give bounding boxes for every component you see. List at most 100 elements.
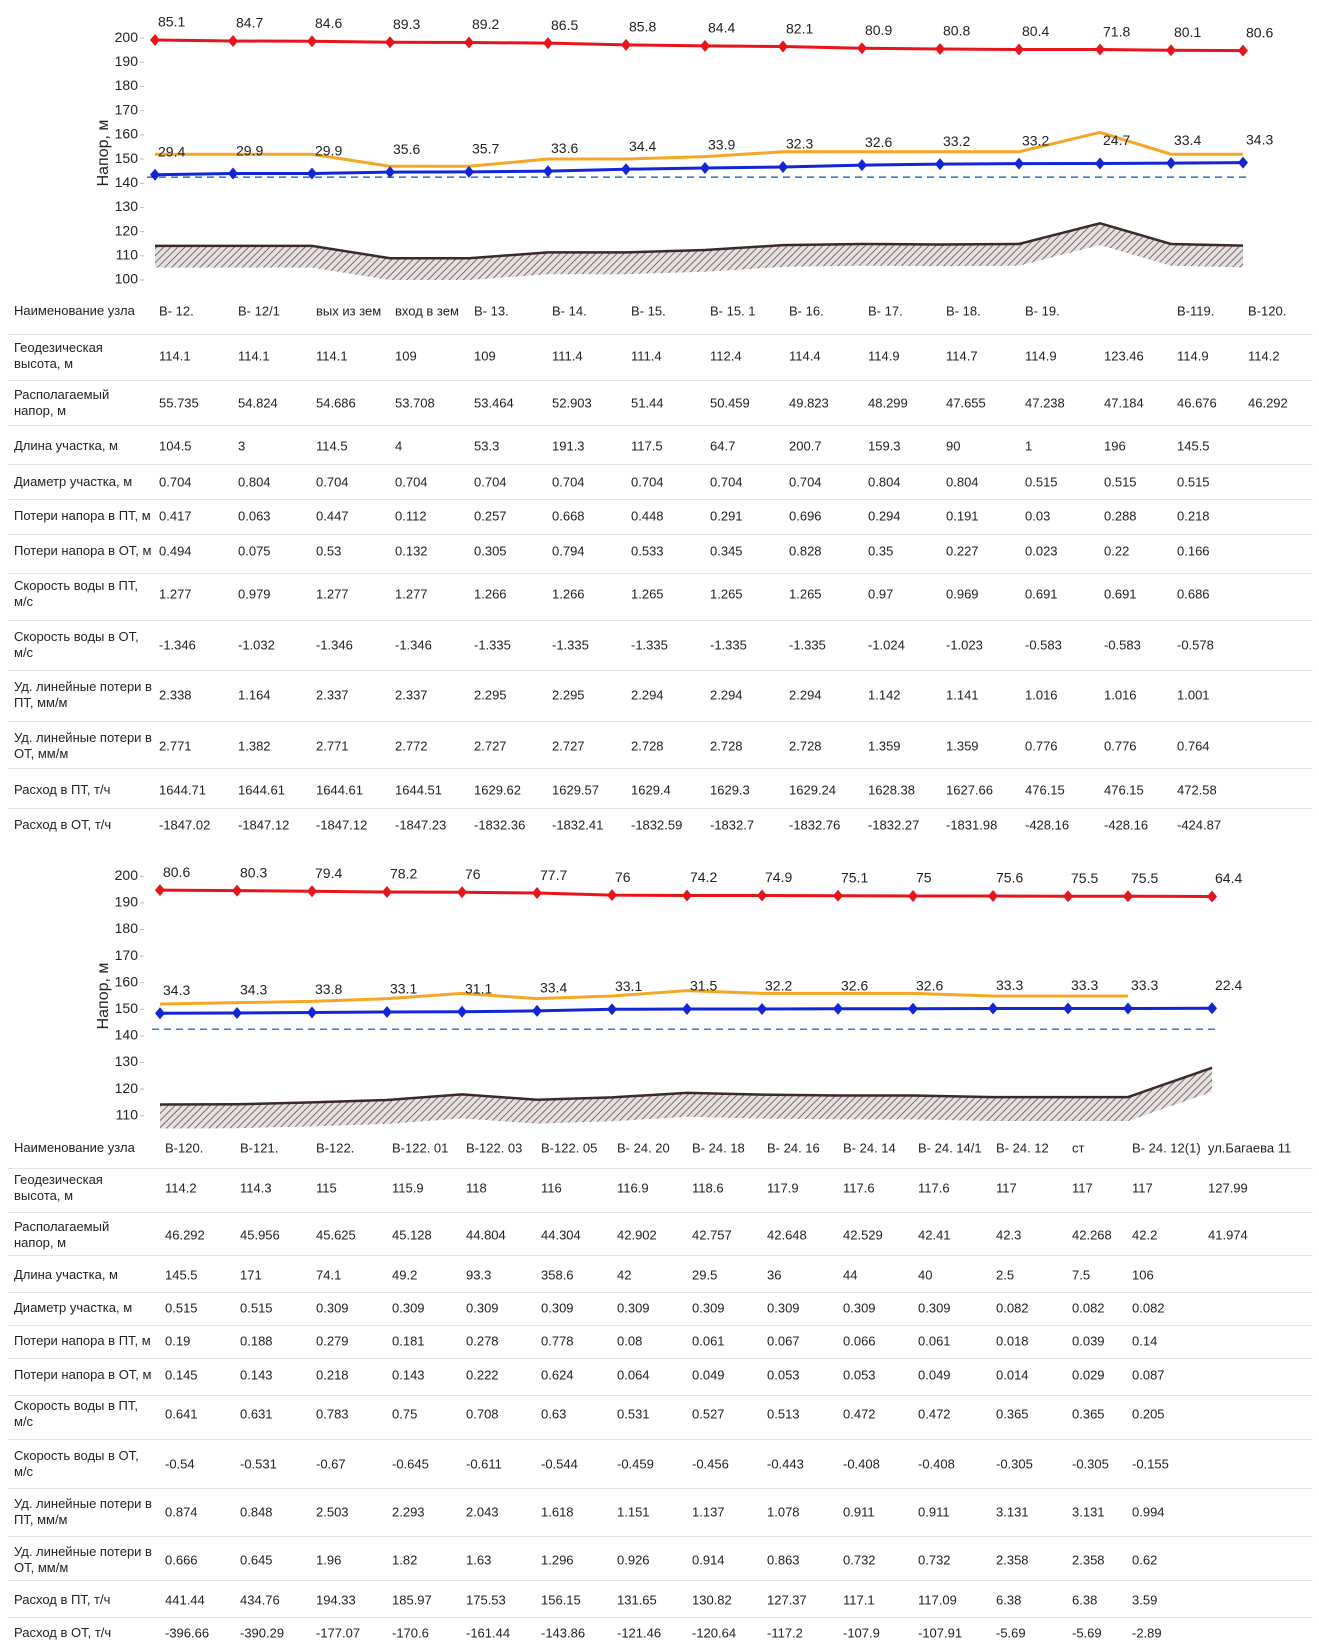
table-cell: 0.783 (316, 1406, 349, 1422)
table-cell: 0.75 (392, 1406, 418, 1422)
table-cell: 51.44 (631, 395, 664, 411)
table-cell: 3 (238, 438, 246, 454)
table-cell: В- 24. 12 (996, 1140, 1049, 1156)
table-cell: 50.459 (710, 395, 750, 411)
table-cell: 2.294 (710, 687, 743, 703)
row-separator (8, 1580, 1313, 1581)
table-cell: 0.778 (541, 1333, 574, 1349)
table-cell: 0.309 (767, 1300, 800, 1316)
marker (464, 165, 474, 178)
table-cell: 0.279 (316, 1333, 349, 1349)
table-cell: 109 (474, 348, 496, 364)
data-label: 34.3 (1246, 131, 1273, 147)
marker (607, 1003, 617, 1016)
table-cell: 441.44 (165, 1592, 205, 1608)
table-cell: 0.188 (240, 1333, 273, 1349)
table-cell: -1.346 (395, 637, 432, 653)
data-label: 84.7 (236, 15, 263, 31)
table-cell: 127.37 (767, 1592, 807, 1608)
marker (307, 1006, 317, 1019)
table-cell: -0.443 (767, 1456, 804, 1472)
table-cell: В- 24. 14 (843, 1140, 896, 1156)
table-cell: 2.727 (474, 738, 507, 754)
table-cell: 1.618 (541, 1504, 574, 1520)
marker (700, 161, 710, 174)
table-cell: 0.494 (159, 543, 192, 559)
table-cell: 0.794 (552, 543, 585, 559)
table-cell: 2.727 (552, 738, 585, 754)
table-cell: 115 (316, 1180, 337, 1196)
row-separator (8, 1439, 1313, 1440)
table-cell: 0.531 (617, 1406, 650, 1422)
series-line (154, 161, 1244, 177)
table-cell: В- 12. (159, 303, 194, 319)
data-label: 74.2 (690, 869, 717, 885)
data-label: 34.4 (629, 138, 656, 154)
table-cell: 196 (1104, 438, 1126, 454)
table-cell: 1629.3 (710, 782, 750, 798)
table-cell: 55.735 (159, 395, 199, 411)
table-cell: 0.35 (868, 543, 894, 559)
table-cell: 145.5 (1177, 438, 1210, 454)
table-cell: 114.1 (238, 348, 270, 364)
table-cell: 0.166 (1177, 543, 1210, 559)
table-cell: -1847.02 (159, 817, 211, 833)
table-cell: 114.2 (165, 1180, 197, 1196)
y-tick-label: 180 (115, 77, 139, 93)
y-tick-label: 200 (115, 29, 139, 45)
data-label: 77.7 (540, 867, 567, 883)
table-cell: -120.64 (692, 1625, 737, 1641)
table-cell: 0.288 (1104, 508, 1137, 524)
table-cell: -1847.12 (238, 817, 290, 833)
table-cell: 145.5 (165, 1267, 198, 1283)
table-cell: -121.46 (617, 1625, 662, 1641)
marker (682, 889, 692, 902)
table-cell: В- 15. (631, 303, 666, 319)
table-cell: 2.771 (159, 738, 192, 754)
data-label: 35.7 (472, 141, 499, 157)
data-label: 32.3 (786, 136, 813, 152)
table-cell: 45.128 (392, 1227, 432, 1243)
table-cell: 171 (240, 1267, 262, 1283)
data-label: 80.6 (1246, 24, 1273, 40)
table-cell: -0.456 (692, 1456, 729, 1472)
row-separator (8, 1536, 1313, 1537)
table-cell: 0.023 (1025, 543, 1058, 559)
table-cell: 45.956 (240, 1227, 280, 1243)
table-cell: -1.023 (946, 637, 983, 653)
table-cell: вход в зем (395, 303, 459, 319)
table-cell: 54.686 (316, 395, 356, 411)
table-cell: -5.69 (1072, 1625, 1102, 1641)
row-label: Потери напора в ПТ, м (14, 508, 151, 523)
table-cell: вых из зем (316, 303, 382, 319)
table-cell: 46.292 (1248, 395, 1288, 411)
table-cell: 45.625 (316, 1227, 356, 1243)
table-cell: 93.3 (466, 1267, 492, 1283)
table-cell: 2.293 (392, 1504, 425, 1520)
marker (1207, 1002, 1217, 1015)
table-cell: 117.5 (631, 438, 663, 454)
row-separator (8, 1488, 1313, 1489)
table-cell: 48.299 (868, 395, 908, 411)
marker (757, 889, 767, 902)
marker (1014, 157, 1024, 170)
table-cell: -0.408 (843, 1456, 880, 1472)
row-label: Длина участка, м (14, 438, 118, 453)
marker (228, 167, 238, 180)
data-label: 24.7 (1103, 132, 1130, 148)
table-cell: В- 24. 18 (692, 1140, 745, 1156)
table-cell: 74.1 (316, 1267, 342, 1283)
table-cell: 1644.61 (238, 782, 285, 798)
table-cell: 1.265 (710, 586, 743, 602)
series-line (159, 989, 1128, 1006)
table-cell: 0.704 (710, 474, 743, 490)
data-label: 33.2 (1022, 132, 1049, 148)
table-cell: В- 24. 12(1) (1132, 1140, 1201, 1156)
table-cell: 434.76 (240, 1592, 280, 1608)
table-cell: -0.459 (617, 1456, 654, 1472)
y-tick-label: 110 (116, 1106, 139, 1122)
table-cell: 1.63 (466, 1552, 492, 1568)
marker (150, 34, 160, 47)
table-cell: ул.Багаева 11 (1208, 1140, 1292, 1156)
table-cell: 116.9 (617, 1180, 649, 1196)
